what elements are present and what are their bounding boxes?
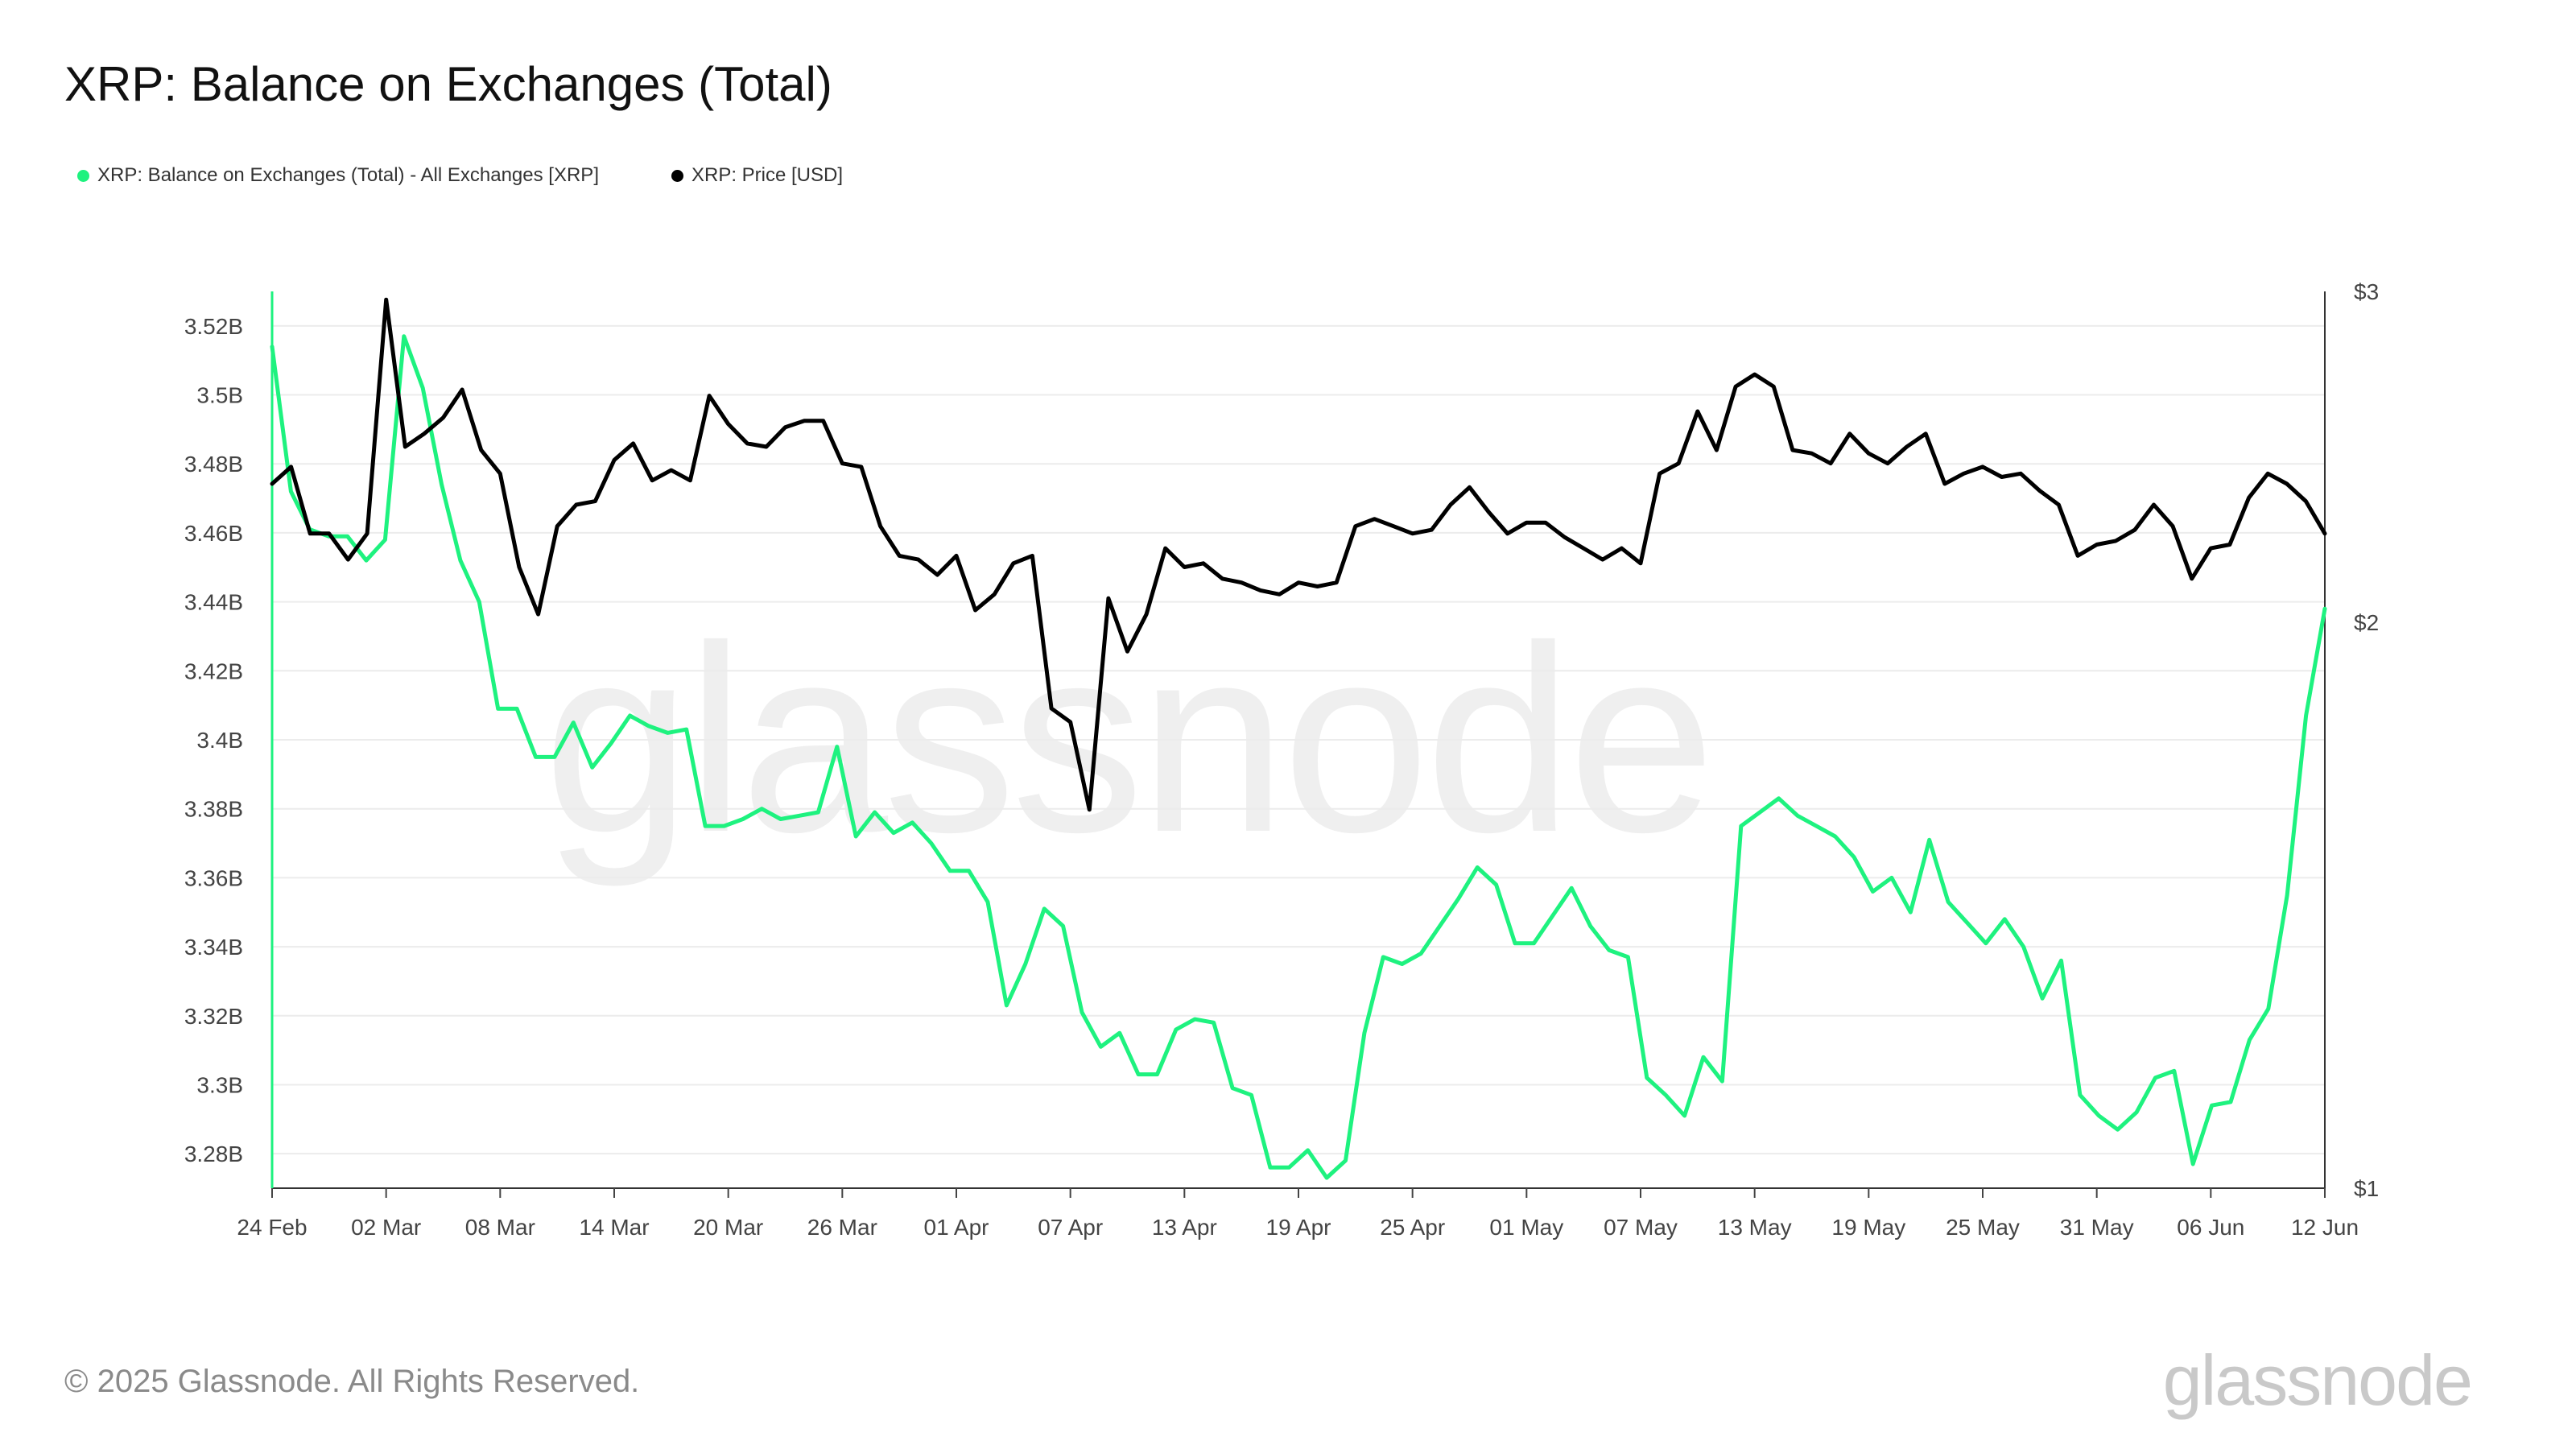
y-left-ticks: 3.28B 3.3B 3.32B 3.34B 3.36B 3.38B 3.4B 3.42B 3.… bbox=[184, 314, 243, 1166]
copyright-text: © 2025 Glassnode. All Rights Reserved. bbox=[64, 1364, 640, 1399]
y-left-tick-label: 3.32B bbox=[184, 1004, 243, 1029]
x-tick-label: 12 Jun bbox=[2291, 1215, 2359, 1240]
x-tick-label: 13 May bbox=[1718, 1215, 1792, 1240]
y-left-tick-label: 3.34B bbox=[184, 935, 243, 960]
x-tick-label: 20 Mar bbox=[693, 1215, 763, 1240]
y-right-tick-label: $1 bbox=[2354, 1176, 2379, 1201]
legend-label-balance: XRP: Balance on Exchanges (Total) - All … bbox=[97, 164, 599, 186]
gridlines bbox=[272, 324, 2325, 1155]
legend-item-price[interactable]: XRP: Price [USD] bbox=[671, 164, 843, 187]
series-line-balance bbox=[270, 334, 2327, 1180]
y-left-tick-label: 3.42B bbox=[184, 658, 243, 683]
y-left-tick-label: 3.3B bbox=[196, 1072, 243, 1097]
x-tick-label: 19 Apr bbox=[1266, 1215, 1331, 1240]
y-left-tick-label: 3.52B bbox=[184, 314, 243, 339]
legend-dot-price bbox=[671, 169, 683, 182]
chart-title: XRP: Balance on Exchanges (Total) bbox=[64, 57, 832, 111]
x-tick-label: 07 May bbox=[1604, 1215, 1678, 1240]
y-left-tick-label: 3.5B bbox=[196, 383, 243, 408]
x-tick-label: 25 Apr bbox=[1380, 1215, 1445, 1240]
x-tick-label: 06 Jun bbox=[2177, 1215, 2244, 1240]
series-line-price bbox=[270, 297, 2327, 812]
x-ticks: 24 Feb 02 Mar 08 Mar 14 Mar 20 Mar 26 Mar 01 A… bbox=[237, 1188, 2359, 1240]
y-left-tick-label: 3.44B bbox=[184, 590, 243, 615]
x-tick-label: 25 May bbox=[1946, 1215, 2020, 1240]
x-tick-label: 24 Feb bbox=[237, 1215, 307, 1240]
y-left-tick-label: 3.48B bbox=[184, 452, 243, 477]
legend: XRP: Balance on Exchanges (Total) - All … bbox=[77, 164, 843, 187]
legend-item-balance[interactable]: XRP: Balance on Exchanges (Total) - All … bbox=[77, 164, 599, 187]
x-tick-label: 01 May bbox=[1489, 1215, 1563, 1240]
x-tick-label: 31 May bbox=[2060, 1215, 2134, 1240]
x-tick-label: 14 Mar bbox=[579, 1215, 649, 1240]
series-lines bbox=[270, 297, 2327, 1180]
x-tick-label: 01 Apr bbox=[924, 1215, 989, 1240]
y-right-ticks: $1 $2 $3 bbox=[2354, 279, 2379, 1201]
x-tick-label: 02 Mar bbox=[351, 1215, 421, 1240]
brand-logo-text: glassnode bbox=[2162, 1340, 2473, 1420]
x-tick-label: 13 Apr bbox=[1152, 1215, 1217, 1240]
x-tick-label: 07 Apr bbox=[1038, 1215, 1103, 1240]
x-tick-label: 26 Mar bbox=[807, 1215, 877, 1240]
x-tick-label: 19 May bbox=[1831, 1215, 1905, 1240]
legend-dot-balance bbox=[77, 169, 89, 182]
legend-label-price: XRP: Price [USD] bbox=[691, 164, 844, 186]
y-left-tick-label: 3.4B bbox=[196, 728, 243, 753]
y-right-tick-label: $2 bbox=[2354, 610, 2379, 635]
y-right-tick-label: $3 bbox=[2354, 279, 2379, 304]
y-left-tick-label: 3.36B bbox=[184, 865, 243, 890]
y-left-tick-label: 3.46B bbox=[184, 521, 243, 546]
y-left-tick-label: 3.28B bbox=[184, 1141, 243, 1166]
x-tick-label: 08 Mar bbox=[465, 1215, 535, 1240]
y-left-tick-label: 3.38B bbox=[184, 797, 243, 822]
